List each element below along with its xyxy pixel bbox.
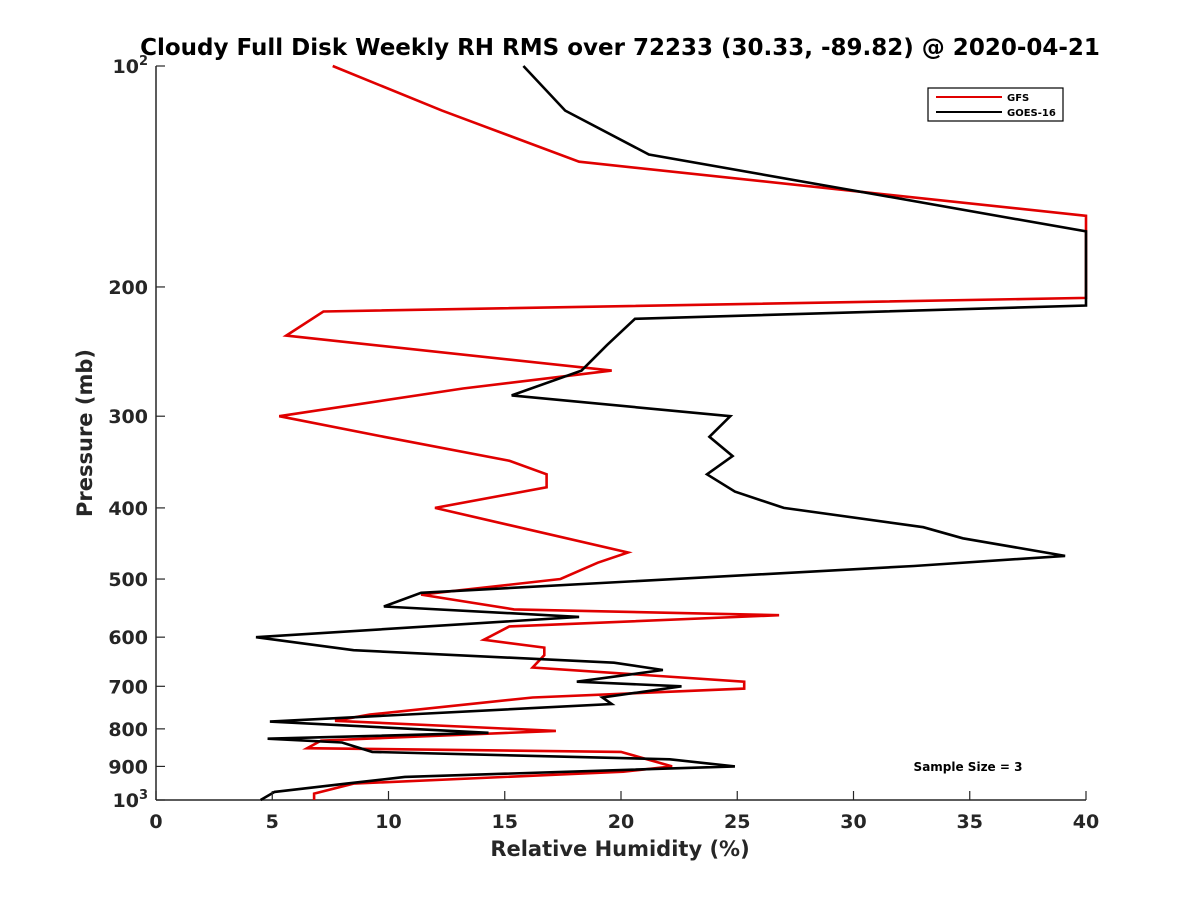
y-tick-label: 500 — [108, 569, 148, 591]
x-tick-label: 40 — [1073, 811, 1099, 833]
legend-label-goes16: GOES-16 — [1007, 108, 1056, 119]
legend: GFS GOES-16 — [927, 87, 1064, 122]
sample-size-annotation: Sample Size = 3 — [914, 760, 1023, 774]
x-tick-label: 15 — [492, 811, 518, 833]
y-tick-label: 400 — [108, 498, 148, 520]
legend-label-gfs: GFS — [1007, 93, 1029, 104]
x-tick-label: 30 — [840, 811, 866, 833]
y-tick-label: 700 — [108, 676, 148, 698]
legend-box — [927, 87, 1064, 122]
y-tick-label: 900 — [108, 756, 148, 778]
y-tick-label: 300 — [108, 406, 148, 428]
x-tick-label: 20 — [608, 811, 634, 833]
y-axis-ticks: 102 200 300 400 500 600 700 800 900 103 — [108, 54, 165, 812]
y-tick-label: 200 — [108, 277, 148, 299]
chart-title: Cloudy Full Disk Weekly RH RMS over 7223… — [140, 35, 1100, 61]
series-line-gfs — [278, 64, 1088, 800]
y-tick-label: 600 — [108, 627, 148, 649]
x-tick-label: 25 — [724, 811, 750, 833]
x-tick-label: 10 — [375, 811, 401, 833]
x-axis-ticks: 0 5 10 15 20 25 30 35 40 — [149, 791, 1099, 833]
series-line-goes16 — [255, 65, 1088, 802]
x-tick-label: 5 — [266, 811, 279, 833]
series-group — [255, 64, 1088, 802]
x-axis-label: Relative Humidity (%) — [490, 837, 749, 861]
x-tick-label: 0 — [149, 811, 162, 833]
x-tick-label: 35 — [957, 811, 983, 833]
y-tick-label: 103 — [113, 788, 149, 812]
plot-area: 0 5 10 15 20 25 30 35 40 102 200 300 400 500 600 700 80… — [108, 54, 1099, 833]
y-tick-label: 800 — [108, 719, 148, 741]
y-axis-label: Pressure (mb) — [73, 349, 97, 517]
y-tick-label: 102 — [113, 54, 149, 78]
